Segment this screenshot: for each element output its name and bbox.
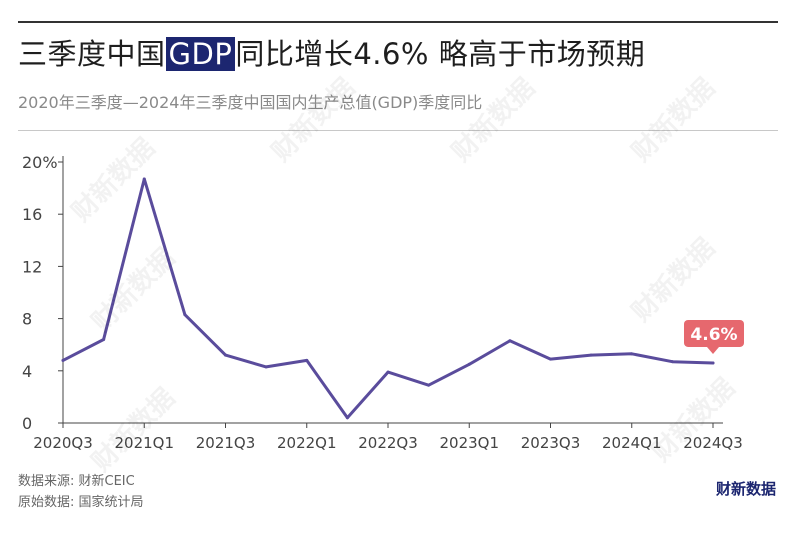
data-point	[183, 313, 187, 317]
data-point	[305, 358, 309, 362]
y-tick-label: 8	[22, 310, 32, 329]
x-tick-label: 2022Q1	[277, 434, 337, 452]
page-title: 三季度中国 GDP 同比增长4.6% 略高于市场预期	[18, 34, 645, 74]
raw-data-note: 原始数据: 国家统计局	[18, 495, 144, 510]
x-tick-label: 2024Q3	[683, 434, 743, 452]
data-point	[467, 362, 471, 366]
series-line	[61, 177, 715, 420]
y-tick-label: 0	[22, 414, 32, 433]
data-point	[345, 416, 349, 420]
data-point	[427, 383, 431, 387]
data-point	[102, 337, 106, 341]
callout-pointer	[707, 346, 719, 354]
title-highlight: GDP	[165, 37, 236, 71]
x-tick-label: 2022Q3	[358, 434, 418, 452]
brand-logo: 财新数据	[715, 480, 776, 498]
data-point	[142, 177, 146, 181]
x-tick-label: 2023Q3	[521, 434, 581, 452]
x-tick-label: 2023Q1	[439, 434, 499, 452]
top-rule	[18, 21, 778, 23]
data-point	[61, 358, 65, 362]
data-point	[508, 339, 512, 343]
y-tick-label: 12	[22, 257, 42, 276]
source-note: 数据来源: 财新CEIC	[18, 474, 135, 489]
y-tick-label: 4	[22, 362, 32, 381]
callout-box	[684, 319, 744, 347]
y-tick-label: 20%	[22, 153, 58, 172]
x-tick-label: 2021Q3	[196, 434, 256, 452]
subtitle-rule	[18, 130, 778, 131]
y-tick-label: 16	[22, 205, 42, 224]
title-suffix: 同比增长4.6% 略高于市场预期	[235, 37, 646, 71]
x-tick-label: 2021Q1	[114, 434, 174, 452]
chart-subtitle: 2020年三季度—2024年三季度中国国内生产总值(GDP)季度同比	[18, 93, 483, 112]
x-tick-label: 2020Q3	[33, 434, 93, 452]
data-point	[589, 353, 593, 357]
data-point	[224, 353, 227, 357]
line-chart: 0 4 8 12 16 20% 2020Q3 2021Q1 2021Q3 2022Q1 2022Q3…	[22, 153, 744, 452]
data-point	[386, 370, 390, 374]
title-prefix: 三季度中国	[18, 37, 166, 71]
data-point	[630, 352, 634, 356]
data-point	[549, 357, 552, 361]
x-tick-label: 2024Q1	[602, 434, 662, 452]
callout-label: 4.6%	[690, 325, 737, 345]
data-point	[711, 361, 715, 365]
data-point	[670, 360, 674, 364]
data-point	[264, 365, 268, 369]
